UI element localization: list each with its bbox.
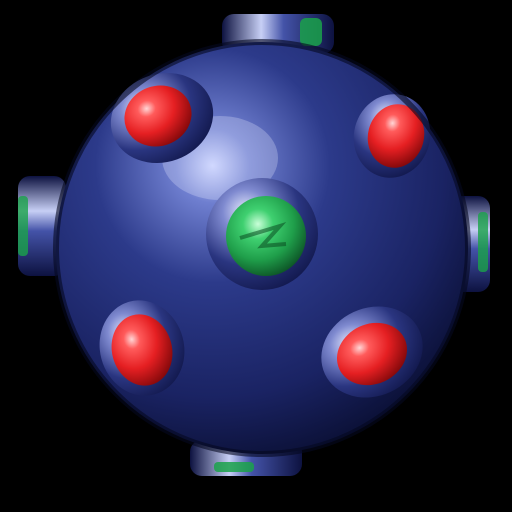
socket-center <box>206 178 318 290</box>
red-gem-icon <box>367 104 425 168</box>
socket-top-left <box>110 72 214 164</box>
socket-top-right <box>353 94 431 178</box>
socket-bottom-right <box>321 306 423 398</box>
stub-bottom-green-edge <box>214 462 254 472</box>
stub-left-green-edge <box>18 196 28 256</box>
stub-top-green-edge <box>300 18 322 46</box>
red-gem-icon <box>336 322 408 386</box>
socket-bottom-left <box>99 300 185 396</box>
stub-right-green-edge <box>478 212 488 272</box>
green-gem-icon <box>226 196 306 276</box>
red-gem-icon <box>124 85 192 147</box>
sphere-rim <box>53 39 471 457</box>
red-gem-icon <box>111 314 173 386</box>
